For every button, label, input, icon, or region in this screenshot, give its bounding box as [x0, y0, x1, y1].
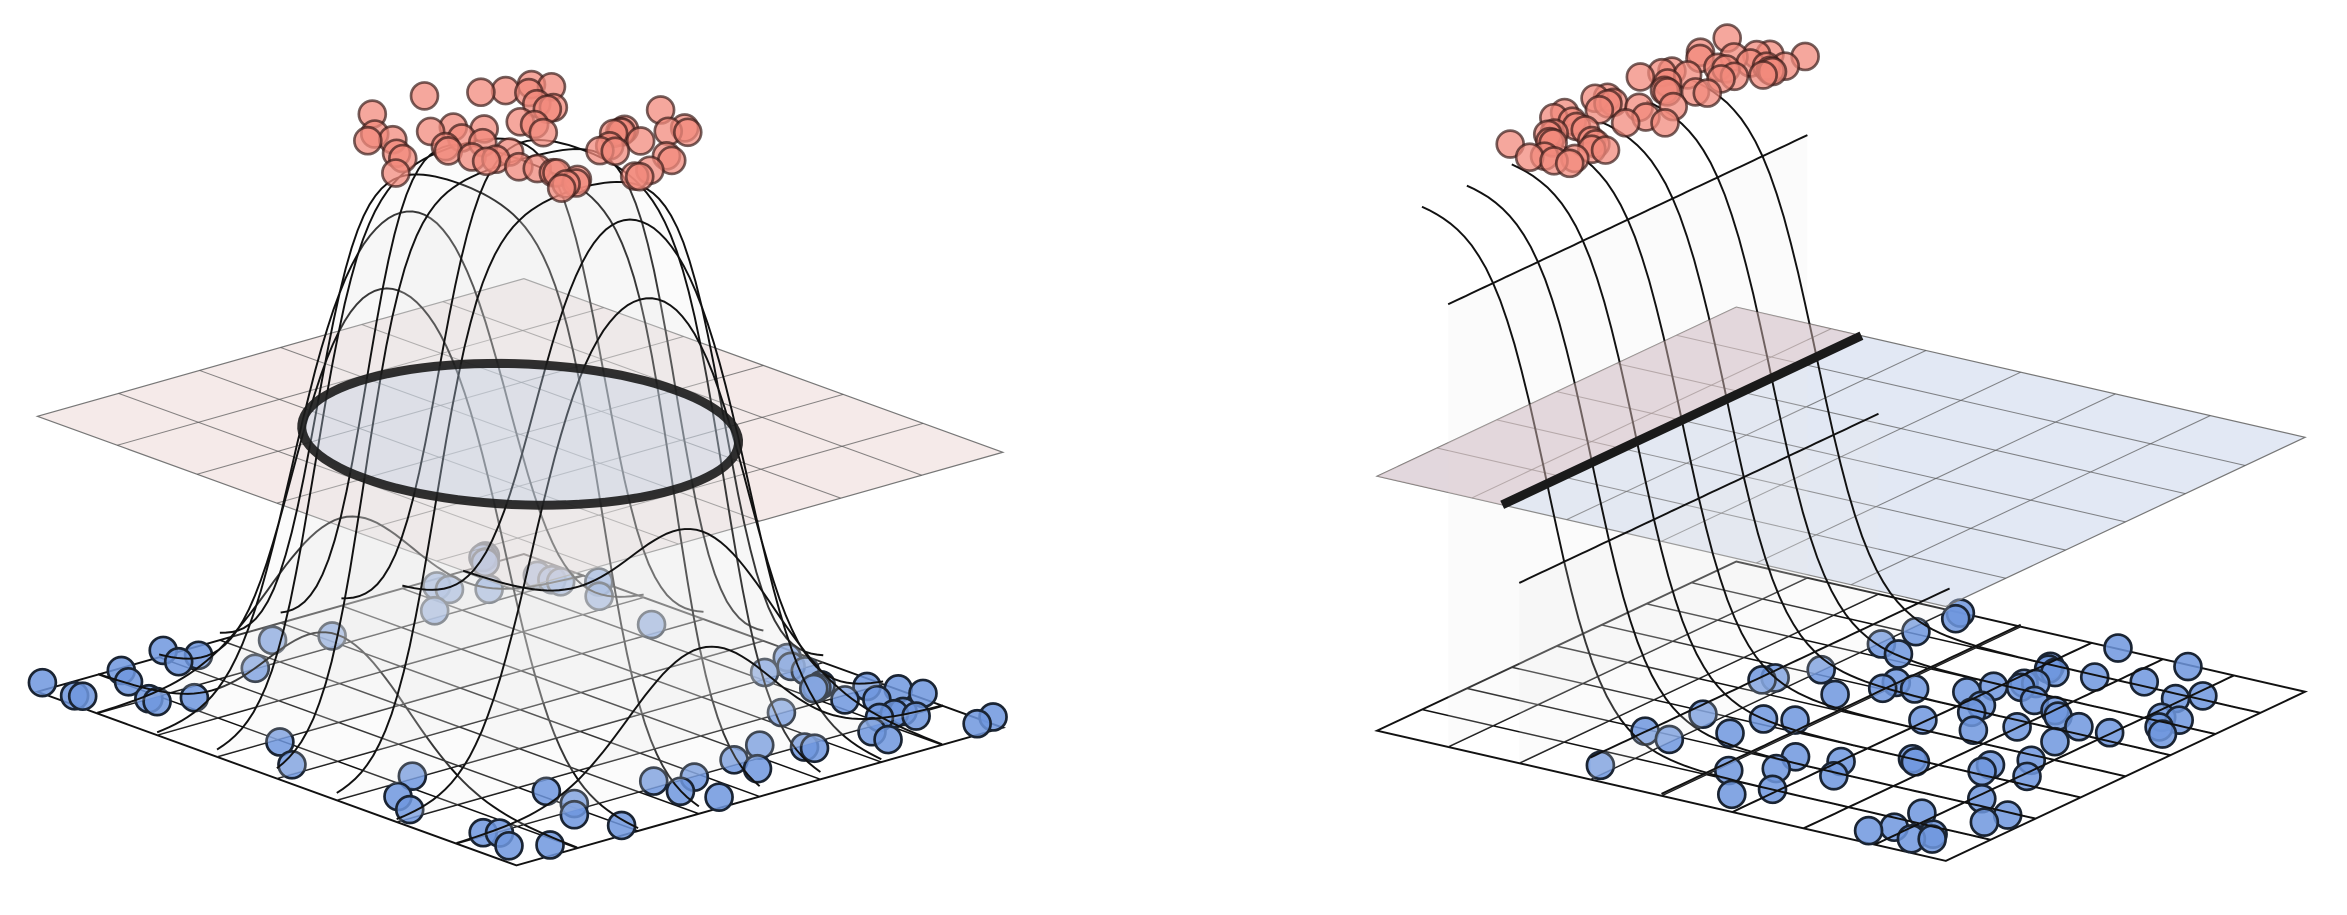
right-panel: [1374, 23, 2309, 862]
negative-point: [277, 749, 307, 780]
positive-point: [1584, 95, 1615, 125]
positive-point: [1625, 62, 1656, 92]
positive-point: [1610, 108, 1641, 138]
negative-point: [2147, 719, 2178, 749]
surface-face: [157, 211, 644, 736]
surface-line: [462, 528, 943, 746]
positive-region: [1377, 307, 1862, 505]
surface-face: [456, 646, 943, 844]
negative-point: [962, 708, 992, 739]
positive-point: [381, 158, 411, 188]
surface-face: [97, 516, 584, 714]
negative-point: [397, 761, 428, 791]
negative-point: [535, 830, 565, 860]
negative-point: [606, 810, 637, 841]
negative-point: [1867, 673, 1898, 704]
negative-point: [799, 733, 830, 764]
negative-point: [1967, 756, 1997, 787]
negative-point: [1940, 603, 1971, 634]
surface-line: [341, 139, 821, 773]
positive-point: [353, 125, 383, 156]
negative-point: [2103, 633, 2133, 663]
plane-grid-line: [1676, 334, 2246, 466]
surface-face: [1519, 413, 1879, 764]
positive-point: [1514, 142, 1545, 173]
negative-point: [1716, 779, 1747, 810]
positive-point: [1554, 148, 1585, 179]
base-grid-line: [396, 683, 884, 823]
negative-point: [830, 685, 860, 715]
positive-point: [1748, 60, 1778, 90]
surface-line: [1690, 78, 2261, 714]
positive-point: [672, 117, 703, 148]
negative-point: [1819, 760, 1849, 791]
positive-point: [624, 161, 655, 192]
negative-point: [2040, 726, 2070, 757]
negative-point: [873, 724, 903, 755]
negative-point: [163, 646, 194, 677]
surface-face: [336, 181, 824, 801]
negative-point: [27, 667, 58, 698]
negative-point: [1715, 718, 1745, 749]
negative-point: [559, 799, 590, 830]
negative-point: [419, 595, 450, 626]
negative-point: [113, 666, 144, 697]
positive-point: [471, 146, 502, 177]
surface-face: [1590, 588, 1950, 780]
negative-point: [798, 673, 829, 704]
negative-point: [1969, 807, 2000, 837]
positive-point: [466, 77, 496, 108]
negative-point: [704, 782, 734, 812]
negative-point: [638, 766, 669, 796]
surface-line: [402, 218, 882, 761]
surface-line: [1732, 641, 2093, 813]
surface-face: [396, 298, 884, 822]
surface-line: [456, 645, 944, 845]
surface-line: [1803, 658, 2164, 830]
positive-point: [546, 173, 577, 203]
positive-point: [1692, 78, 1723, 108]
negative-point: [1883, 639, 1914, 669]
left-panel: [27, 69, 1008, 867]
negative-point: [2173, 651, 2203, 682]
negative-point: [636, 609, 667, 640]
negative-point: [1853, 815, 1884, 846]
negative-point: [494, 830, 524, 861]
decision-boundary: [297, 358, 744, 510]
negative-point: [1958, 715, 1989, 746]
positive-point: [1650, 108, 1680, 138]
surface-line: [1874, 674, 2235, 846]
decision-boundary: [1500, 331, 1864, 509]
base-grid-line: [280, 622, 760, 798]
positive-point: [1590, 135, 1621, 165]
negative-point: [1908, 705, 1938, 735]
positive-point: [625, 126, 656, 156]
positive-point: [409, 81, 440, 111]
surface-line: [1646, 100, 2216, 735]
positive-point: [528, 117, 559, 148]
negative-point: [1654, 724, 1685, 755]
negative-point: [67, 681, 98, 712]
positive-point: [600, 136, 631, 167]
negative-point: [1917, 824, 1947, 854]
surface-face: [217, 138, 704, 757]
negative-point: [265, 727, 295, 757]
surface-line: [1601, 121, 2171, 757]
surface-line: [1556, 142, 2126, 778]
